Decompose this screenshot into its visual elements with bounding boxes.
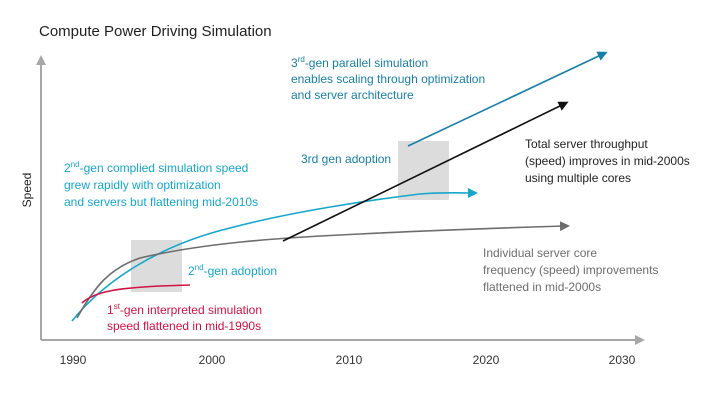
y-axis-label: Speed: [20, 173, 34, 208]
annotation-third-gen-parallel: 3rd-gen parallel simulation enables scal…: [291, 55, 488, 102]
annotation-total-throughput: Total server throughput (speed) improves…: [525, 137, 693, 185]
x-tick-label: 2010: [336, 353, 363, 367]
x-tick-label: 1990: [60, 353, 87, 367]
total-throughput-arrow: [282, 101, 569, 242]
second-gen-adoption-box: [131, 240, 182, 292]
annotation-third-gen-adoption: 3rd gen adoption: [301, 152, 391, 166]
individual-core-curve: [76, 221, 570, 319]
third-gen-parallel-arrow: [407, 51, 608, 147]
second-gen-curve: [71, 187, 478, 322]
x-tick-label: 2030: [609, 353, 636, 367]
annotation-second-gen-compiled: 2nd-gen complied simulation speed grew r…: [64, 160, 258, 209]
annotation-first-gen: 1st-gen interpreted simulation speed fla…: [107, 302, 265, 333]
x-tick-label: 2020: [473, 353, 500, 367]
x-tick-label: 2000: [199, 353, 226, 367]
third-gen-adoption-box: [398, 141, 449, 200]
diagram-title: Compute Power Driving Simulation: [39, 23, 272, 40]
annotation-second-gen-adoption: 2nd-gen adoption: [188, 263, 277, 278]
first-gen-curve: [81, 284, 191, 304]
annotation-individual-core: Individual server core frequency (speed)…: [483, 246, 662, 294]
